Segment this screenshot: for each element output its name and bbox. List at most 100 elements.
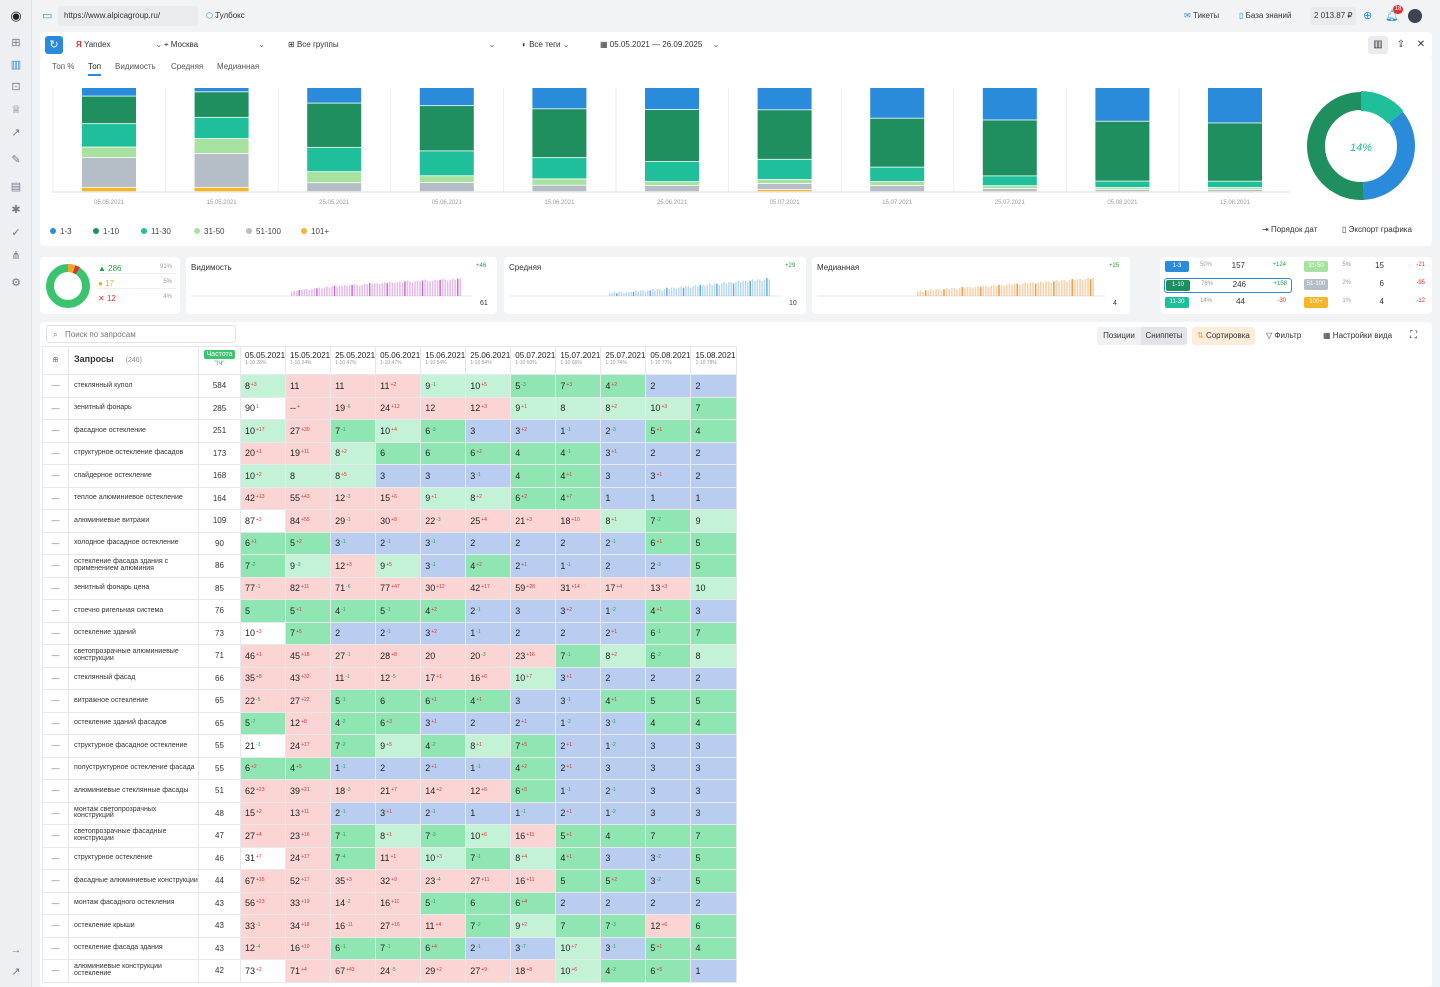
position-cell[interactable]: 28+8 (375, 644, 422, 668)
position-cell[interactable]: 12+6 (645, 914, 692, 938)
position-cell[interactable]: 2-1 (465, 936, 512, 960)
date-column-header[interactable]: 05.05.2021 1-10 28% (239, 346, 287, 375)
table-row[interactable]: — структурное фасадное остекление 55 21-3 24… (42, 734, 737, 758)
position-cell[interactable]: 7 (555, 914, 602, 938)
bar-segment-1-3[interactable] (82, 88, 136, 96)
position-cell[interactable]: 8+3 (239, 374, 287, 398)
position-cell[interactable]: 4+2 (465, 554, 512, 578)
row-toggle-icon[interactable]: — (42, 666, 69, 690)
position-cell[interactable]: 3-1 (555, 689, 602, 713)
position-cell[interactable]: 8+4 (510, 846, 557, 870)
url-selector[interactable]: https://www.alpicagroup.ru/ ⌄ (58, 6, 220, 26)
competitors-icon[interactable]: ⊡ (11, 81, 21, 93)
legend-item[interactable]: 11-30 (141, 227, 171, 236)
position-cell[interactable]: 39+21 (285, 779, 332, 803)
position-cell[interactable]: 7 (645, 824, 692, 848)
position-cell[interactable]: 7-3 (420, 824, 467, 848)
row-toggle-icon[interactable]: — (42, 869, 69, 893)
row-toggle-icon[interactable]: — (42, 554, 69, 578)
position-cell[interactable]: 13+11 (285, 801, 332, 825)
position-cell[interactable]: 10+2 (239, 464, 287, 488)
bar-segment-1-3[interactable] (194, 88, 249, 92)
position-cell[interactable]: 31+14 (555, 576, 602, 600)
position-cell[interactable]: 1-2 (600, 801, 647, 825)
position-cell[interactable]: 13+3 (645, 576, 692, 600)
position-cell[interactable]: 3-1 (420, 554, 467, 578)
bar-segment-1-10[interactable] (1095, 121, 1150, 181)
rank-row[interactable]: 51-100 2% 6 -95 (1303, 278, 1431, 293)
bar-segment-51-100[interactable] (82, 158, 136, 187)
position-cell[interactable]: 5+1 (645, 419, 692, 443)
position-cell[interactable]: 4 (645, 711, 692, 735)
row-toggle-icon[interactable]: — (42, 959, 69, 983)
position-cell[interactable]: 6+1 (420, 689, 467, 713)
position-cell[interactable]: 3 (510, 599, 557, 623)
position-cell[interactable]: 2-3 (600, 419, 647, 443)
position-cell[interactable]: 4+1 (555, 464, 602, 488)
filter-button[interactable]: ▽ Фильтр (1266, 327, 1301, 345)
query-cell[interactable]: светопрозрачные алюминиевые конструкции (68, 644, 199, 668)
table-row[interactable]: — остекление зданий 73 10+3 7+5 2 2-1 3+2 1-1 2 2 2… (42, 621, 737, 645)
position-cell[interactable]: 4 (690, 936, 737, 960)
position-cell[interactable]: 10+5 (465, 374, 512, 398)
position-cell[interactable]: 6+4 (420, 936, 467, 960)
expand-icon[interactable]: → (10, 944, 22, 956)
position-cell[interactable]: 2 (600, 554, 647, 578)
tab-visibility[interactable]: Видимость (115, 62, 156, 71)
position-cell[interactable]: 5 (555, 869, 602, 893)
bar-segment-31-50[interactable] (982, 186, 1037, 189)
date-column-header[interactable]: 25.07.2021 1-10 74% (600, 346, 647, 375)
position-cell[interactable]: 17+1 (420, 666, 467, 690)
position-cell[interactable]: 4+1 (465, 689, 512, 713)
position-cell[interactable]: 11 (285, 374, 332, 398)
position-cell[interactable]: 15+2 (239, 801, 287, 825)
table-row[interactable]: — стоечно ригельная система 76 5 5+1 4-1 5-1 4+… (42, 599, 737, 623)
position-cell[interactable]: 12+3 (465, 396, 512, 420)
bar-segment-11-30[interactable] (532, 158, 587, 179)
position-cell[interactable]: 2+1 (600, 621, 647, 645)
bar-segment-1-3[interactable] (419, 88, 474, 106)
position-cell[interactable]: 52+17 (285, 869, 332, 893)
position-cell[interactable]: 8+5 (330, 464, 377, 488)
position-cell[interactable]: 4+5 (285, 756, 332, 780)
position-cell[interactable]: 3 (375, 464, 422, 488)
query-cell[interactable]: зенитный фонарь цена (68, 576, 199, 600)
bar-segment-11-30[interactable] (645, 162, 699, 182)
position-cell[interactable]: 77+47 (375, 576, 422, 600)
position-cell[interactable]: 5-1 (330, 689, 377, 713)
table-row[interactable]: — зенитный фонарь цена 85 77-1 82+11 71-6 77+4… (42, 576, 737, 600)
position-cell[interactable]: 4 (690, 711, 737, 735)
table-row[interactable]: — спайдерное остекление 168 10+2 8 8+5 3 3 3-1 4 4… (42, 464, 737, 488)
chart-view-icon[interactable]: ▥ (1368, 36, 1388, 54)
position-cell[interactable]: 6-3 (420, 419, 467, 443)
trend-icon[interactable]: ↗ (11, 127, 21, 139)
bar-segment-31-50[interactable] (532, 179, 587, 185)
bar-segment-1-3[interactable] (1208, 88, 1262, 123)
position-cell[interactable]: 4 (510, 441, 557, 465)
avatar[interactable] (1408, 9, 1422, 23)
position-cell[interactable]: 7-1 (465, 846, 512, 870)
position-cell[interactable]: 4+7 (555, 486, 602, 510)
bar-segment-1-10[interactable] (307, 103, 362, 147)
query-cell[interactable]: стеклянный купол (68, 374, 199, 398)
position-cell[interactable]: 2 (645, 891, 692, 915)
row-toggle-icon[interactable]: — (42, 374, 69, 398)
bar-segment-11-30[interactable] (757, 159, 812, 180)
bar-segment-51-100[interactable] (1208, 189, 1262, 192)
position-cell[interactable]: 87+3 (239, 509, 287, 533)
bar-segment-31-50[interactable] (870, 181, 925, 186)
table-row[interactable]: — полуструктурное остекление фасада 55 6+2 4… (42, 756, 737, 780)
rank-row[interactable]: 11-30 14% 44 -30 (1164, 296, 1292, 311)
date-column-header[interactable]: 25.05.2021 1-10 47% (330, 346, 377, 375)
date-column-header[interactable]: 15.05.2021 1-10 24% (285, 346, 332, 375)
position-cell[interactable]: 23+16 (285, 824, 332, 848)
row-toggle-icon[interactable]: — (42, 419, 69, 443)
tools-icon[interactable]: ✎ (11, 154, 21, 166)
position-cell[interactable]: 27+4 (239, 824, 287, 848)
position-cell[interactable]: 4+2 (510, 756, 557, 780)
position-cell[interactable]: 2 (510, 621, 557, 645)
add-funds-icon[interactable]: ⊕ (1363, 10, 1373, 22)
position-cell[interactable]: 82+11 (285, 576, 332, 600)
position-cell[interactable]: 11+1 (375, 846, 422, 870)
position-cell[interactable]: 6-2 (645, 644, 692, 668)
